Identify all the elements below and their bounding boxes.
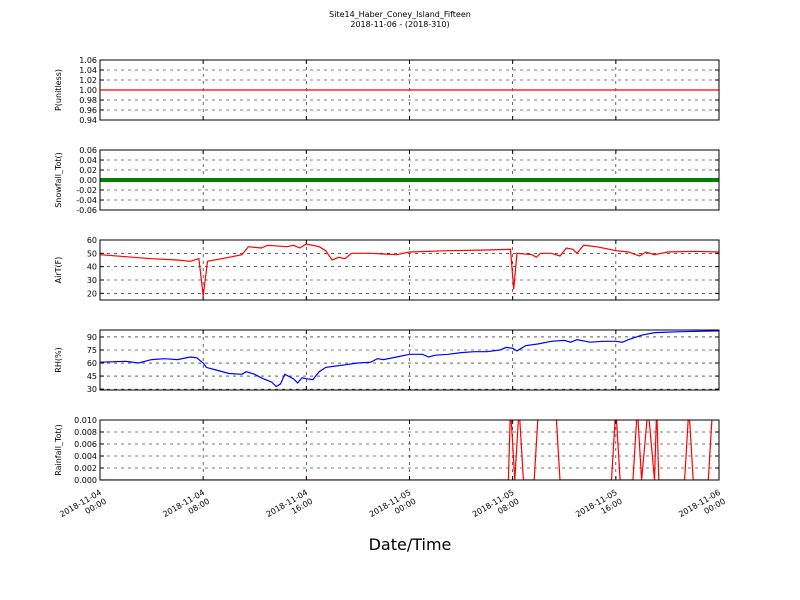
y-tick-label: 75 [87, 346, 97, 355]
y-tick-label: 30 [87, 385, 97, 394]
y-tick-label: 0.000 [74, 476, 97, 485]
y-tick-label: -0.02 [76, 186, 97, 195]
y-tick-label: 30 [87, 276, 97, 285]
y-tick-label: 1.00 [79, 86, 97, 95]
y-tick-label: 60 [87, 236, 97, 245]
x-tick-label: 2018-11-0516:00 [574, 488, 624, 528]
y-tick-label: 40 [87, 263, 97, 272]
y-axis-label: RH(%) [54, 347, 63, 372]
series-line [100, 243, 719, 297]
y-tick-label: 90 [87, 333, 97, 342]
y-tick-label: 1.06 [79, 56, 97, 65]
y-tick-label: 0.96 [79, 106, 97, 115]
x-tick-label: 2018-11-0508:00 [471, 488, 521, 528]
x-axis-label: Date/Time [369, 535, 452, 554]
y-axis-label: P(unitless) [54, 69, 63, 111]
y-tick-label: 0.04 [79, 156, 97, 165]
y-tick-label: 1.02 [79, 76, 97, 85]
y-tick-label: 0.002 [74, 464, 97, 473]
y-tick-label: 45 [87, 372, 97, 381]
x-tick-label: 2018-11-0600:00 [677, 488, 727, 528]
y-tick-label: 0.06 [79, 146, 97, 155]
y-axis-label: Rainfall_Tot() [54, 424, 63, 476]
y-tick-label: 0.006 [74, 440, 97, 449]
y-axis-label: Snowfall_Tot() [54, 152, 63, 208]
x-tick-label: 2018-11-0400:00 [58, 488, 108, 528]
y-tick-label: 1.04 [79, 66, 97, 75]
series-line [100, 330, 719, 388]
y-tick-label: 0.00 [79, 176, 97, 185]
y-tick-label: 0.98 [79, 96, 97, 105]
y-tick-label: 0.004 [74, 452, 97, 461]
y-tick-label: 0.94 [79, 116, 97, 125]
y-tick-label: 0.010 [74, 416, 97, 425]
y-tick-label: 50 [87, 249, 97, 258]
x-tick-label: 2018-11-0408:00 [161, 488, 211, 528]
x-tick-label: 2018-11-0416:00 [265, 488, 315, 528]
y-tick-label: 20 [87, 289, 97, 298]
y-tick-label: -0.06 [76, 206, 97, 215]
y-tick-label: 0.008 [74, 428, 97, 437]
y-tick-label: 0.02 [79, 166, 97, 175]
y-tick-label: -0.04 [76, 196, 97, 205]
y-axis-label: AirT(F) [54, 257, 63, 284]
figure-title: Site14_Haber_Coney_Island_Fifteen [329, 10, 471, 19]
y-tick-label: 60 [87, 359, 97, 368]
figure-subtitle: 2018-11-06 - (2018-310) [350, 20, 449, 29]
x-tick-label: 2018-11-0500:00 [368, 488, 418, 528]
